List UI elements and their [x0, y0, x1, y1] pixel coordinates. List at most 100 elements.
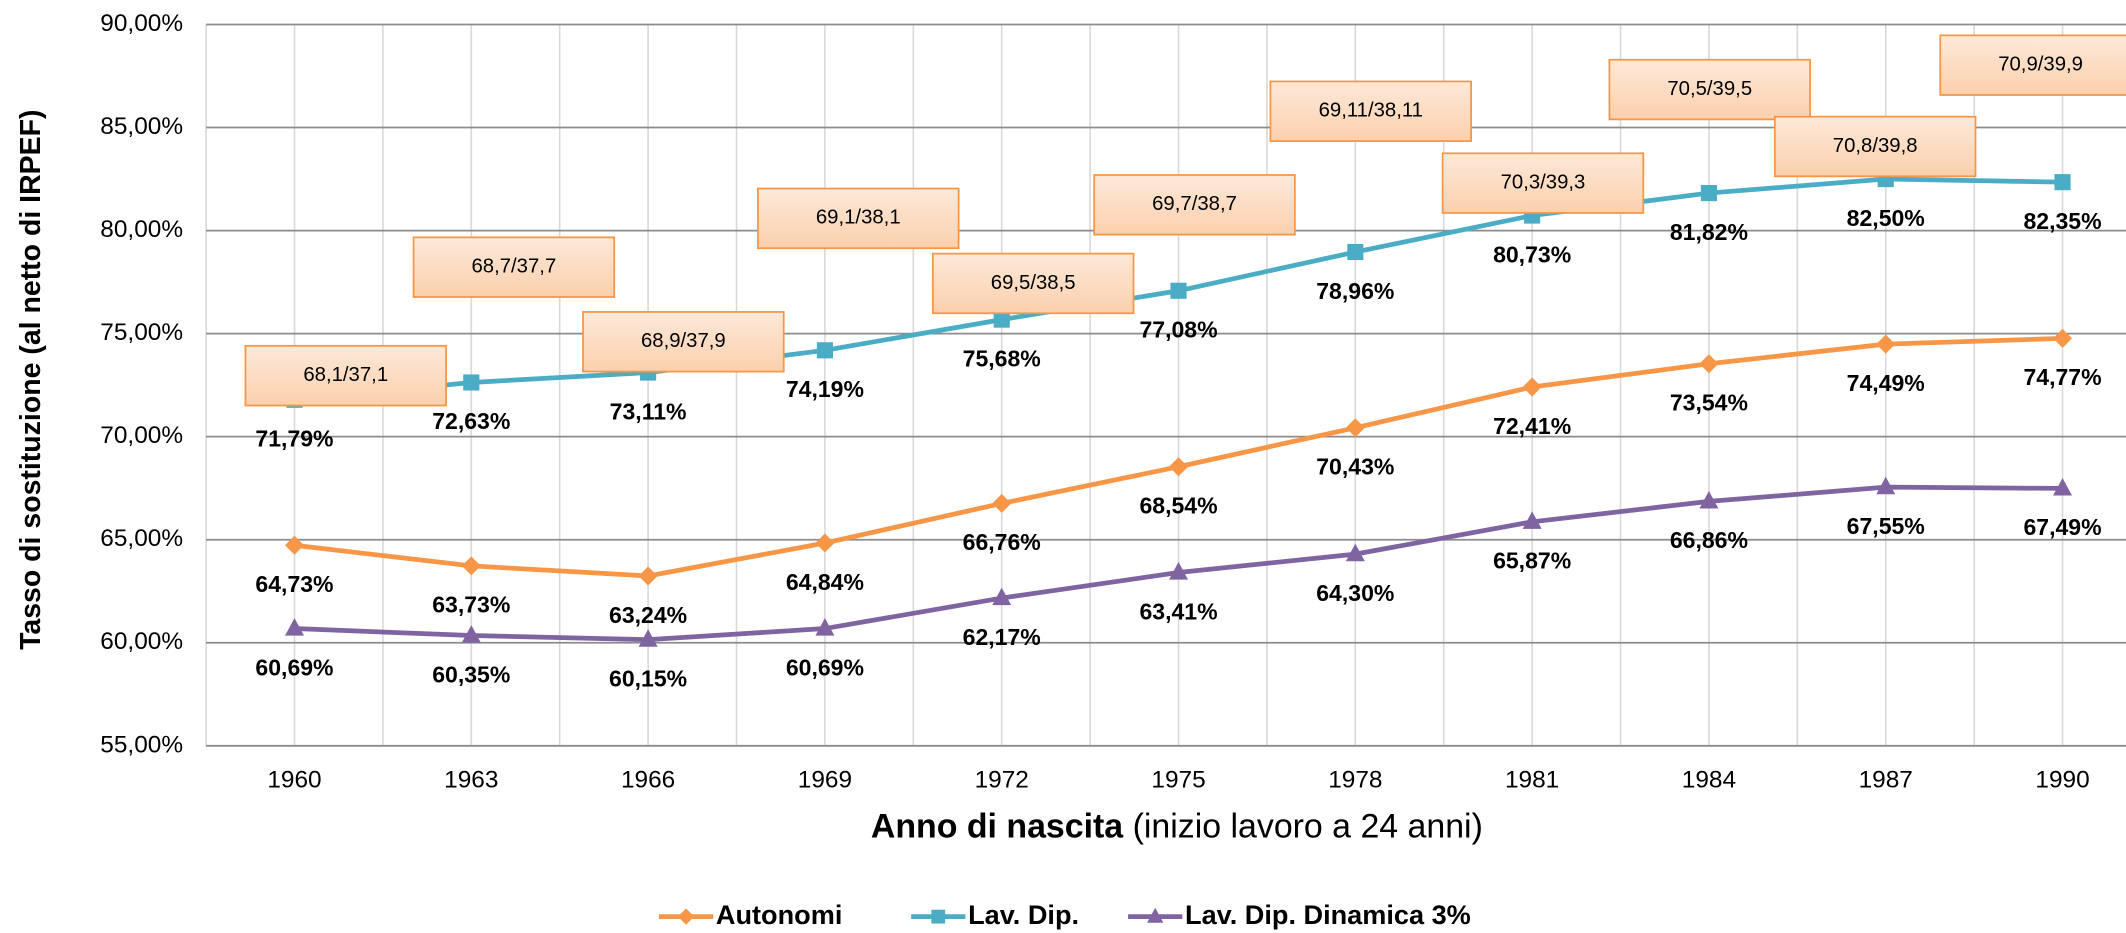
marker [1522, 377, 1542, 397]
data-label: 73,54% [1670, 389, 1748, 415]
marker [1169, 562, 1189, 580]
data-label: 68,54% [1139, 493, 1217, 519]
marker [461, 625, 481, 643]
x-tick-label: 1990 [2035, 767, 2089, 794]
marker [1345, 543, 1365, 562]
data-label: 60,15% [609, 665, 687, 691]
data-label: 60,69% [786, 654, 864, 680]
annotation: 69,1/38,1 [816, 207, 901, 229]
annotation-box [412, 236, 616, 298]
data-label: 65,87% [1493, 548, 1571, 574]
marker [1699, 490, 1719, 509]
marker [1345, 418, 1365, 438]
annotation: 68,1/37,1 [303, 364, 388, 386]
legend-label: Lav. Dip. [968, 899, 1079, 930]
y-tick-label: 75,00% [100, 319, 183, 346]
marker [1147, 907, 1164, 923]
annotation: 68,7/37,7 [471, 256, 556, 278]
data-label: 70,43% [1316, 454, 1394, 480]
y-tick-label: 80,00% [100, 216, 183, 243]
data-label: 63,24% [609, 602, 687, 628]
x-axis-title-main: Anno di nascita [871, 807, 1124, 845]
annotation: 68,9/37,9 [641, 330, 726, 352]
marker [285, 535, 304, 555]
marker [993, 311, 1010, 328]
annotation-box [1939, 34, 2126, 96]
marker [463, 374, 480, 391]
annotation-box [1441, 152, 1645, 214]
marker [992, 493, 1012, 513]
marker [638, 629, 658, 647]
x-tick-label: 1960 [267, 767, 321, 794]
y-tick-label: 70,00% [100, 422, 183, 449]
data-label: 67,55% [1847, 513, 1925, 539]
marker [677, 908, 695, 925]
annotation-box [244, 344, 447, 407]
data-label: 73,11% [610, 398, 687, 424]
data-label: 78,96% [1316, 278, 1394, 304]
y-tick-label: 90,00% [100, 10, 183, 37]
data-label: 62,17% [963, 624, 1041, 650]
annotation: 69,7/38,7 [1152, 193, 1237, 215]
x-tick-label: 1966 [621, 767, 675, 794]
marker [931, 909, 946, 924]
marker [1876, 334, 1896, 354]
marker [1170, 282, 1187, 299]
data-label: 72,41% [1493, 413, 1571, 439]
data-label: 64,73% [255, 571, 333, 597]
x-axis-title: Anno di nascita (inizio lavoro a 24 anni) [871, 807, 1483, 845]
x-tick-label: 1978 [1328, 767, 1382, 794]
annotation: 69,5/38,5 [991, 272, 1076, 294]
data-label: 80,73% [1493, 241, 1571, 267]
data-label: 63,41% [1139, 598, 1217, 624]
annotation: 70,8/39,8 [1833, 135, 1918, 157]
x-axis-title-note: (inizio lavoro a 24 anni) [1133, 807, 1483, 845]
x-tick-label: 1975 [1151, 767, 1205, 794]
data-label: 82,35% [2023, 208, 2101, 234]
data-label: 66,86% [1670, 527, 1748, 553]
marker [1700, 185, 1718, 202]
x-tick-label: 1984 [1682, 767, 1736, 794]
data-label: 81,82% [1670, 219, 1748, 245]
data-label: 71,79% [255, 426, 333, 452]
data-label: 74,77% [2023, 364, 2101, 390]
annotation-box [1773, 115, 1977, 178]
annotation: 70,3/39,3 [1501, 171, 1586, 193]
data-label: 64,30% [1316, 580, 1394, 606]
x-tick-label: 1963 [444, 767, 498, 794]
marker [816, 342, 833, 359]
marker [815, 533, 835, 553]
annotation: 70,9/39,9 [1998, 54, 2083, 76]
data-label: 75,68% [963, 345, 1041, 371]
x-tick-label: 1987 [1859, 767, 1913, 794]
legend-label: Autonomi [716, 899, 842, 930]
y-tick-label: 85,00% [100, 113, 183, 140]
data-label: 74,49% [1847, 370, 1925, 396]
marker [1699, 354, 1719, 374]
x-tick-label: 1969 [798, 767, 852, 794]
data-label: 60,35% [432, 661, 510, 687]
annotation-box [1608, 58, 1811, 121]
marker [285, 618, 304, 636]
y-axis-title: Tasso di sostituzione (al netto di IRPEF… [15, 110, 47, 650]
data-label: 74,19% [786, 376, 864, 402]
marker [638, 566, 658, 586]
marker [815, 618, 835, 636]
data-label: 60,69% [255, 654, 333, 680]
data-label: 67,49% [2023, 514, 2101, 540]
x-tick-label: 1972 [975, 767, 1029, 794]
marker [1876, 476, 1896, 495]
annotation-box [757, 187, 960, 250]
data-label: 63,73% [432, 592, 510, 618]
y-tick-label: 55,00% [100, 731, 183, 758]
annotation-box [582, 311, 785, 373]
marker [2053, 328, 2073, 348]
annotation: 70,5/39,5 [1667, 78, 1752, 100]
marker [2053, 477, 2073, 496]
data-label: 66,76% [963, 529, 1041, 555]
data-label: 77,08% [1139, 317, 1217, 343]
marker [1347, 243, 1364, 261]
marker [1522, 511, 1542, 529]
legend-label: Lav. Dip. Dinamica 3% [1185, 899, 1471, 930]
marker [2054, 174, 2071, 191]
